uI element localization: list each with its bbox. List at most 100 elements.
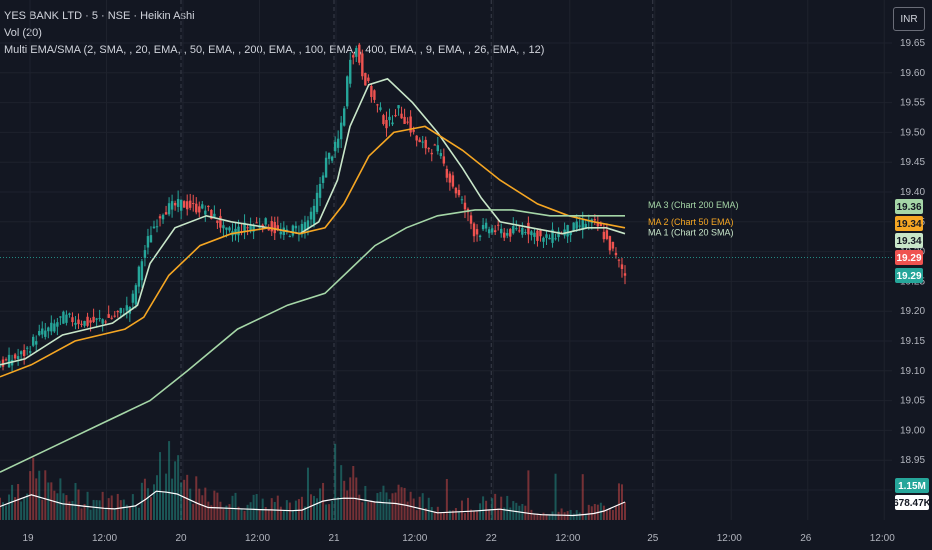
candle-body [442,156,446,164]
volume-bar [65,495,68,520]
candle-body [530,231,533,236]
volume-bar [313,495,316,520]
volume-bar [379,491,382,520]
candle-body [7,354,11,368]
candle-body [204,210,207,215]
candle-body [195,203,198,213]
candle-body [246,227,249,229]
candle-body [515,228,518,230]
volume-bar [527,470,530,520]
candle-body [312,205,316,224]
volume-bar [68,501,71,520]
candle-body [77,319,80,325]
volume-bar [162,492,165,520]
candle-body [557,231,560,238]
price-badge-text: 19.29 [896,271,921,282]
price-badge-text: 19.36 [896,202,921,213]
price-badge-text: 19.29 [896,253,921,264]
candle-body [343,108,346,126]
candle-body [472,223,476,237]
currency-button[interactable]: INR [893,7,925,31]
volume-bar [427,497,430,520]
candle-body [475,229,479,235]
volume-bar [542,512,545,520]
time-tick-label: 25 [647,533,659,544]
candle-body [364,72,367,86]
volume-bar [59,478,62,520]
volume-bar [430,507,433,520]
price-badge [895,268,923,283]
candle-body [237,226,240,236]
volume-bar [497,508,500,520]
volume-bar [222,508,225,520]
volume-bar [113,509,116,520]
volume-bar [168,441,171,520]
candle-body [173,202,177,206]
candle-body [101,319,104,324]
candle-body [548,237,551,240]
volume-bar [358,494,361,520]
time-tick-label: 19 [22,533,34,544]
candle-body [403,116,406,124]
ma-label-2: MA 2 (Chart 50 EMA) [648,217,734,227]
candle-body [185,201,189,210]
candle-body [264,218,267,225]
ma-indicator-label[interactable]: Multi EMA/SMA (2, SMA, , 20, EMA, , 50, … [4,44,545,56]
candle-body [279,231,282,235]
volume-bar [152,484,155,520]
candle-body [370,85,373,97]
volume-bar [624,502,626,520]
price-tick-label: 19.20 [900,306,925,317]
candle-body [98,318,101,320]
volume-bar [352,465,355,520]
candle-body [125,305,129,311]
candle-body [578,225,581,227]
moving-averages [0,77,626,473]
volume-bar [554,473,557,520]
volume-bar [436,506,439,520]
candle-body [219,216,222,228]
volume-bar [2,502,5,520]
candles [0,42,627,372]
candle-body [481,225,485,230]
candle-body [460,199,464,201]
volume-bar [156,475,159,520]
chart-legend: YES BANK LTD · 5 · NSE · Heikin Ashi Vol… [4,8,544,59]
candle-body [430,152,433,155]
volume-bar [225,505,228,520]
volume-bar [400,487,403,520]
symbol-title[interactable]: YES BANK LTD · 5 · NSE · Heikin Ashi [4,10,195,22]
candle-body [605,230,609,239]
candle-body [137,266,141,287]
volume-bar [35,478,38,520]
ma-label-3: MA 3 (Chart 200 EMA) [648,200,739,210]
time-tick-label: 20 [175,533,187,544]
volume-indicator-label[interactable]: Vol (20) [4,27,42,39]
volume-bar [149,497,152,520]
volume-bar [258,510,261,520]
price-badge [895,250,923,265]
volume-bar [463,513,466,520]
volume-bar [56,493,59,520]
candle-body [28,351,32,353]
volume-bar [494,493,497,520]
volume-bar [412,498,415,520]
volume-bar [134,506,137,520]
volume-bar [581,474,584,520]
candle-body [116,310,119,313]
candle-body [566,225,569,237]
volume-bar [309,494,312,520]
volume-bar [38,470,41,520]
volume-bar [587,504,590,520]
volume-bar [337,497,340,520]
candle-body [415,135,418,141]
candle-body [32,336,35,346]
candle-body [448,173,452,183]
volume-ma-line [0,490,626,517]
candle-body [394,115,397,117]
candle-body [569,232,572,236]
volume-bar [394,492,397,520]
candle-body [140,261,144,281]
volume-bar [466,497,469,520]
